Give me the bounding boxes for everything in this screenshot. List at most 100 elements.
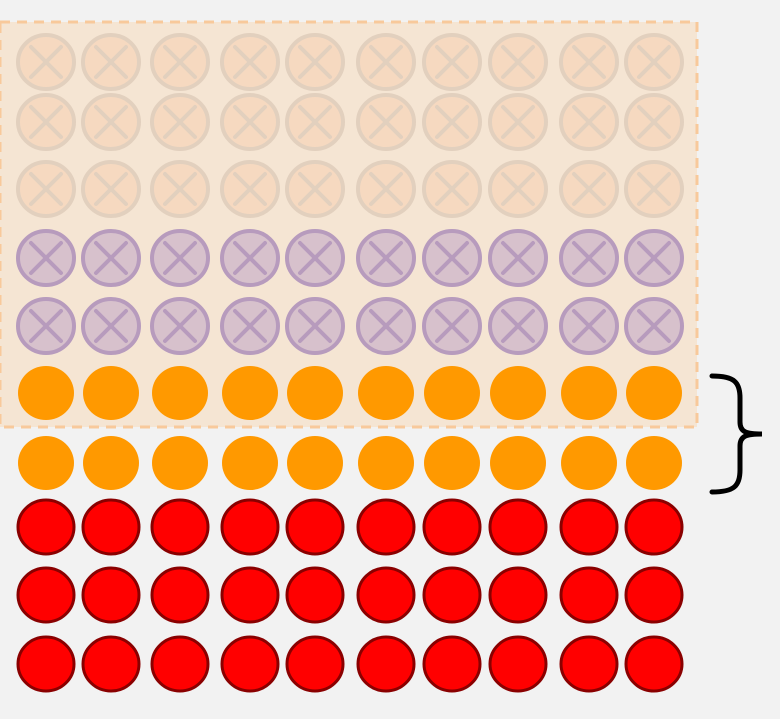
crossed-dot (488, 229, 548, 287)
orange-dot (358, 436, 414, 490)
red-dot (81, 635, 141, 693)
orange-dot (152, 366, 208, 420)
red-dot (422, 566, 482, 624)
red-dot (356, 635, 416, 693)
red-dot (285, 566, 345, 624)
crossed-dot (356, 33, 416, 91)
crossed-dot (488, 33, 548, 91)
orange-dot (561, 436, 617, 490)
orange-dot (490, 366, 546, 420)
crossed-dot (559, 33, 619, 91)
crossed-dot (356, 93, 416, 151)
red-dot (16, 635, 76, 693)
crossed-dot (422, 93, 482, 151)
red-dot (559, 498, 619, 556)
orange-dot (626, 436, 682, 490)
crossed-dot (285, 297, 345, 355)
orange-dot (18, 436, 74, 490)
crossed-dot (150, 160, 210, 218)
orange-dot (287, 436, 343, 490)
orange-dot (561, 366, 617, 420)
crossed-dot (81, 297, 141, 355)
crossed-dot (220, 229, 280, 287)
crossed-dot (285, 229, 345, 287)
crossed-dot (559, 297, 619, 355)
orange-dot (83, 436, 139, 490)
crossed-dot (356, 229, 416, 287)
crossed-dot (220, 297, 280, 355)
crossed-dot (356, 297, 416, 355)
red-dot (488, 635, 548, 693)
orange-dot (222, 436, 278, 490)
orange-dot (287, 366, 343, 420)
crossed-dot (16, 229, 76, 287)
crossed-dot (16, 160, 76, 218)
right-brace (709, 373, 763, 495)
red-dot (624, 635, 684, 693)
orange-dot (83, 366, 139, 420)
red-dot (81, 566, 141, 624)
red-dot (16, 566, 76, 624)
orange-dot (152, 436, 208, 490)
crossed-dot (624, 297, 684, 355)
crossed-dot (150, 33, 210, 91)
crossed-dot (16, 33, 76, 91)
crossed-dot (559, 229, 619, 287)
orange-dot (358, 366, 414, 420)
crossed-dot (16, 93, 76, 151)
crossed-dot (150, 93, 210, 151)
orange-dot (424, 366, 480, 420)
red-dot (220, 635, 280, 693)
red-dot (488, 566, 548, 624)
crossed-dot (488, 297, 548, 355)
red-dot (488, 498, 548, 556)
crossed-dot (81, 33, 141, 91)
crossed-dot (16, 297, 76, 355)
crossed-dot (150, 297, 210, 355)
crossed-dot (220, 93, 280, 151)
orange-dot (626, 366, 682, 420)
red-dot (16, 498, 76, 556)
red-dot (559, 635, 619, 693)
crossed-dot (81, 93, 141, 151)
crossed-dot (422, 297, 482, 355)
red-dot (150, 566, 210, 624)
crossed-dot (422, 33, 482, 91)
crossed-dot (488, 160, 548, 218)
orange-dot (424, 436, 480, 490)
red-dot (422, 635, 482, 693)
red-dot (285, 498, 345, 556)
crossed-dot (559, 93, 619, 151)
red-dot (624, 498, 684, 556)
orange-dot (222, 366, 278, 420)
orange-dot (18, 366, 74, 420)
red-dot (81, 498, 141, 556)
red-dot (422, 498, 482, 556)
red-dot (356, 566, 416, 624)
crossed-dot (422, 229, 482, 287)
crossed-dot (624, 33, 684, 91)
crossed-dot (150, 229, 210, 287)
red-dot (220, 566, 280, 624)
crossed-dot (220, 160, 280, 218)
red-dot (559, 566, 619, 624)
crossed-dot (624, 160, 684, 218)
crossed-dot (356, 160, 416, 218)
crossed-dot (81, 229, 141, 287)
red-dot (150, 635, 210, 693)
crossed-dot (624, 229, 684, 287)
crossed-dot (624, 93, 684, 151)
crossed-dot (488, 93, 548, 151)
red-dot (356, 498, 416, 556)
crossed-dot (285, 33, 345, 91)
crossed-dot (285, 93, 345, 151)
crossed-dot (285, 160, 345, 218)
orange-dot (490, 436, 546, 490)
crossed-dot (559, 160, 619, 218)
red-dot (150, 498, 210, 556)
dot-grid (16, 33, 684, 693)
red-dot (220, 498, 280, 556)
red-dot (624, 566, 684, 624)
crossed-dot (220, 33, 280, 91)
